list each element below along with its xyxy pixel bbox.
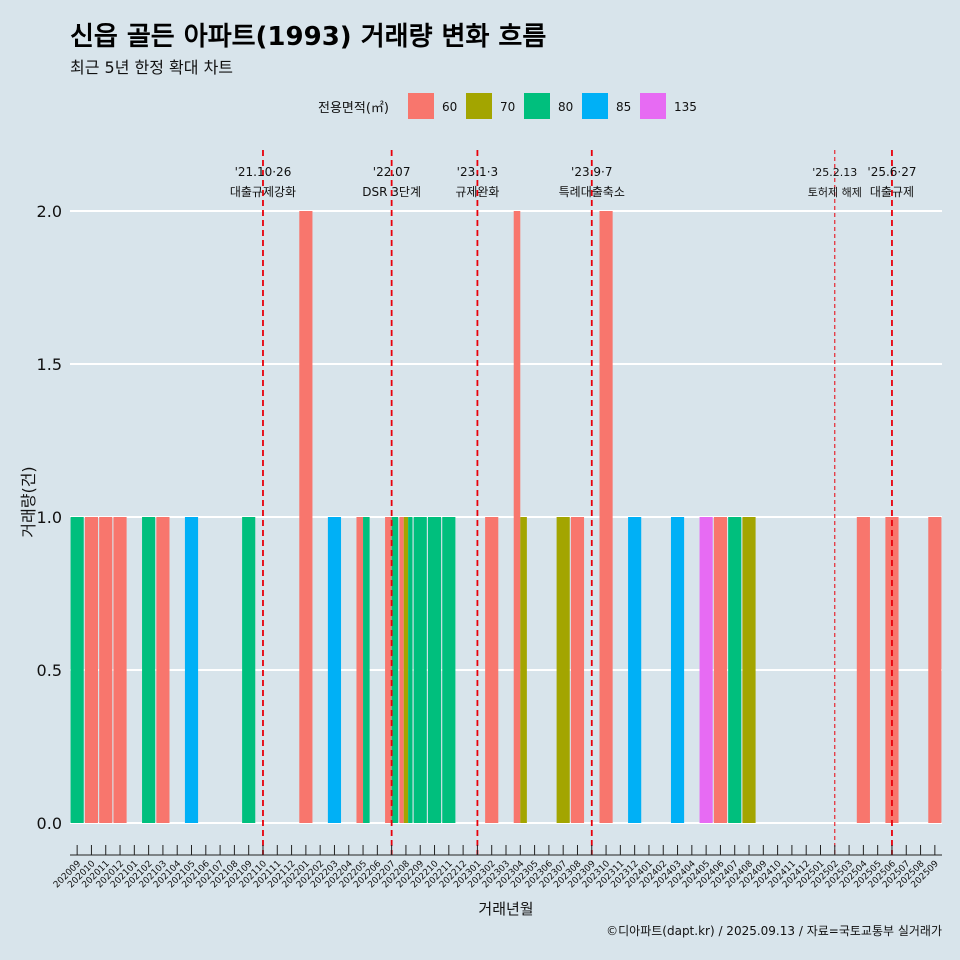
bar-202105-85 [184, 517, 199, 823]
bar-202208-60 [399, 517, 404, 823]
event-markers: '21.10·26 대출규제강화 '22.07 DSR 3단계 '23.1·3 규제완화 '… [230, 150, 917, 855]
event-label-202207: DSR 3단계 [362, 185, 421, 199]
legend-label-135: 135 [674, 100, 697, 114]
y-tick-label: 1.0 [37, 508, 62, 527]
legend-swatch-80 [524, 93, 550, 119]
chart-title: 신읍 골든 아파트(1993) 거래량 변화 흐름 [70, 22, 547, 52]
x-axis-title: 거래년월 [478, 900, 533, 918]
bar-202011-60 [99, 517, 113, 823]
legend-swatch-70 [466, 93, 492, 119]
legend-label-80: 80 [558, 100, 573, 114]
bar-202407-80 [728, 517, 742, 823]
bar-202310-60 [599, 211, 613, 823]
event-date-202207: '22.07 [373, 165, 411, 179]
legend-swatch-135 [640, 93, 666, 119]
bar-202211-80 [442, 517, 456, 823]
bar-202208-80 [408, 517, 413, 823]
event-date-202309: '23.9·7 [571, 165, 612, 179]
event-label-202110: 대출규제강화 [230, 185, 296, 199]
y-tick-label: 2.0 [37, 202, 62, 221]
bar-202209-80 [413, 517, 427, 823]
bar-202205-60 [356, 517, 364, 823]
bar-202010-60 [84, 517, 99, 823]
bar-202403-85 [670, 517, 685, 823]
bar-202312-85 [628, 517, 642, 823]
bar-202307-70 [556, 517, 570, 823]
legend-title: 전용면적(㎡) [318, 101, 389, 116]
bar-202208-70 [403, 517, 409, 823]
bar-202304-60 [513, 211, 521, 823]
event-date-202110: '21.10·26 [235, 165, 292, 179]
bar-202405-135 [699, 517, 713, 823]
y-tick-label: 0.5 [37, 661, 62, 680]
bar-202210-80 [427, 517, 442, 823]
source-caption: ©디아파트(dapt.kr) / 2025.09.13 / 자료=국토교통부 실… [606, 924, 942, 938]
bar-202504-60 [856, 517, 870, 823]
event-label-202301: 규제완화 [455, 185, 499, 199]
bar-202205-80 [363, 517, 370, 823]
legend: 전용면적(㎡) 60 70 80 85 135 [318, 93, 697, 119]
bar-202109-80 [242, 517, 256, 823]
legend-label-70: 70 [500, 100, 515, 114]
bar-202406-60 [713, 517, 728, 823]
bar-202509-60 [928, 517, 942, 823]
event-date-202502: '25.2.13 [812, 166, 857, 179]
legend-swatch-85 [582, 93, 608, 119]
event-date-202506: '25.6·27 [867, 165, 916, 179]
event-label-202502: 토허제 해제 [808, 185, 862, 199]
grid-lines [70, 210, 942, 824]
y-tick-label: 0.0 [37, 814, 62, 833]
legend-label-85: 85 [616, 100, 631, 114]
bar-202012-60 [113, 517, 127, 823]
legend-swatch-60 [408, 93, 434, 119]
y-axis-title: 거래량(건) [19, 466, 38, 537]
bar-202203-85 [327, 517, 342, 823]
bars [70, 211, 942, 823]
chart-subtitle: 최근 5년 한정 확대 차트 [70, 58, 234, 77]
bar-202207-60 [385, 517, 392, 823]
legend-label-60: 60 [442, 100, 457, 114]
event-date-202301: '23.1·3 [457, 165, 498, 179]
bar-202408-70 [742, 517, 756, 823]
bar-202201-60 [299, 211, 313, 823]
event-label-202506: 대출규제 [870, 185, 914, 199]
bar-202304-70 [520, 517, 527, 823]
bar-202302-60 [485, 517, 499, 823]
bar-202102-80 [142, 517, 156, 823]
bar-202308-60 [570, 517, 585, 823]
bar-202103-60 [156, 517, 170, 823]
bar-202009-80 [70, 517, 84, 823]
event-label-202309: 특례대출축소 [559, 185, 625, 199]
y-tick-label: 1.5 [37, 355, 62, 374]
bar-202207-80 [391, 517, 399, 823]
